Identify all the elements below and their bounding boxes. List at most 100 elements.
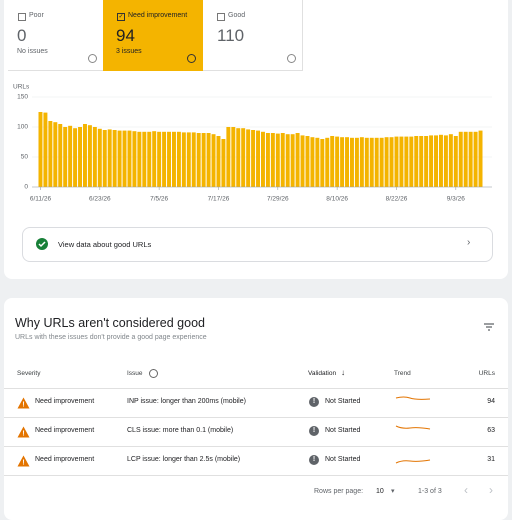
bar bbox=[285, 134, 290, 187]
section-title: Why URLs aren't considered good bbox=[15, 316, 205, 330]
link-text: View data about good URLs bbox=[58, 240, 152, 249]
bar bbox=[256, 130, 261, 187]
y-tick-label: 0 bbox=[24, 184, 28, 191]
bar bbox=[295, 133, 300, 187]
bar bbox=[176, 131, 181, 187]
bar bbox=[419, 136, 424, 187]
x-tick-label: 6/23/26 bbox=[89, 196, 111, 203]
bar bbox=[453, 136, 458, 187]
bar bbox=[478, 130, 483, 187]
prev-page[interactable]: ‹ bbox=[464, 483, 468, 497]
bar bbox=[157, 131, 162, 187]
bar bbox=[132, 131, 137, 187]
bar bbox=[137, 131, 142, 187]
rows-per-page-label: Rows per page: bbox=[314, 488, 364, 495]
issue: INP issue: longer than 200ms (mobile) bbox=[127, 398, 246, 405]
bar bbox=[127, 130, 132, 187]
warning-icon: ! bbox=[17, 396, 30, 414]
bar bbox=[186, 132, 191, 187]
svg-text:!: ! bbox=[22, 402, 24, 409]
bar bbox=[162, 131, 167, 187]
bar bbox=[463, 131, 468, 187]
bar bbox=[78, 127, 83, 187]
bar bbox=[394, 136, 399, 187]
bar bbox=[97, 128, 102, 187]
bar bbox=[112, 130, 117, 187]
bar bbox=[275, 133, 280, 187]
tab-label: Need improvement bbox=[128, 12, 188, 19]
bar bbox=[364, 137, 369, 187]
bar bbox=[246, 129, 251, 187]
issue: CLS issue: more than 0.1 (mobile) bbox=[127, 427, 234, 434]
tab-need-improvement[interactable]: ✓ Need improvement 94 3 issues bbox=[103, 0, 203, 71]
bar bbox=[87, 125, 92, 187]
bar bbox=[196, 133, 201, 187]
bar bbox=[300, 135, 305, 187]
bar bbox=[379, 137, 384, 187]
warning-icon: ! bbox=[17, 454, 30, 472]
bar bbox=[424, 136, 429, 187]
x-tick-label: 6/11/26 bbox=[30, 196, 52, 203]
bar bbox=[58, 124, 63, 187]
tab-value: 0 bbox=[17, 26, 27, 45]
bar bbox=[265, 133, 270, 187]
good-urls-link[interactable]: View data about good URLs › bbox=[22, 227, 493, 262]
filter-icon[interactable] bbox=[483, 322, 495, 332]
bar bbox=[68, 125, 73, 187]
tab-label: Good bbox=[228, 12, 246, 19]
bar bbox=[147, 131, 152, 187]
warning-icon: ! bbox=[17, 425, 30, 443]
validation: Not Started bbox=[325, 456, 361, 463]
validation: Not Started bbox=[325, 427, 361, 434]
bar bbox=[473, 131, 478, 187]
bar bbox=[290, 134, 295, 187]
bar bbox=[330, 136, 335, 187]
y-axis-label: URLs bbox=[13, 84, 30, 91]
bar bbox=[468, 131, 473, 187]
bar bbox=[191, 132, 196, 187]
bar bbox=[171, 131, 176, 187]
bar bbox=[142, 131, 147, 187]
bar bbox=[73, 128, 78, 187]
bar bbox=[414, 136, 419, 187]
chart: URLs 0 50 100 150 6/11/26 6/23/26 7/5/26 7/17/2… bbox=[13, 84, 492, 203]
page-range: 1-3 of 3 bbox=[418, 488, 442, 495]
bar bbox=[345, 137, 350, 187]
bar bbox=[374, 137, 379, 187]
svg-text:!: ! bbox=[22, 431, 24, 438]
bar bbox=[310, 137, 315, 187]
y-tick-label: 150 bbox=[17, 94, 28, 101]
bar bbox=[226, 127, 231, 187]
rows-per-page-value[interactable]: 10 bbox=[376, 488, 384, 495]
url-count: 31 bbox=[487, 456, 495, 463]
column-header: Severity bbox=[17, 370, 41, 377]
row-divider bbox=[4, 475, 508, 476]
bar bbox=[260, 131, 265, 187]
tab-good[interactable]: Good 110 bbox=[203, 0, 303, 71]
x-tick-label: 7/17/26 bbox=[208, 196, 230, 203]
column-header[interactable]: Validation bbox=[308, 370, 337, 377]
bar bbox=[82, 124, 87, 187]
bar bbox=[167, 131, 172, 187]
next-page[interactable]: › bbox=[489, 483, 493, 497]
bar bbox=[409, 136, 414, 187]
bar bbox=[92, 127, 97, 187]
url-count: 63 bbox=[487, 427, 495, 434]
column-header: URLs bbox=[478, 370, 495, 377]
bar bbox=[325, 137, 330, 187]
bar bbox=[241, 128, 246, 187]
validation: Not Started bbox=[325, 398, 361, 405]
column-header: Trend bbox=[394, 370, 411, 377]
bar bbox=[107, 129, 112, 187]
tab-label: Poor bbox=[29, 12, 44, 19]
row-divider bbox=[4, 417, 508, 418]
bar bbox=[443, 135, 448, 187]
bar bbox=[231, 127, 236, 187]
issues-card bbox=[4, 298, 508, 520]
bar bbox=[438, 134, 443, 187]
svg-text:!: ! bbox=[22, 460, 24, 467]
severity: Need improvement bbox=[35, 398, 95, 405]
bar bbox=[206, 133, 211, 187]
issue: LCP issue: longer than 2.5s (mobile) bbox=[127, 456, 241, 463]
